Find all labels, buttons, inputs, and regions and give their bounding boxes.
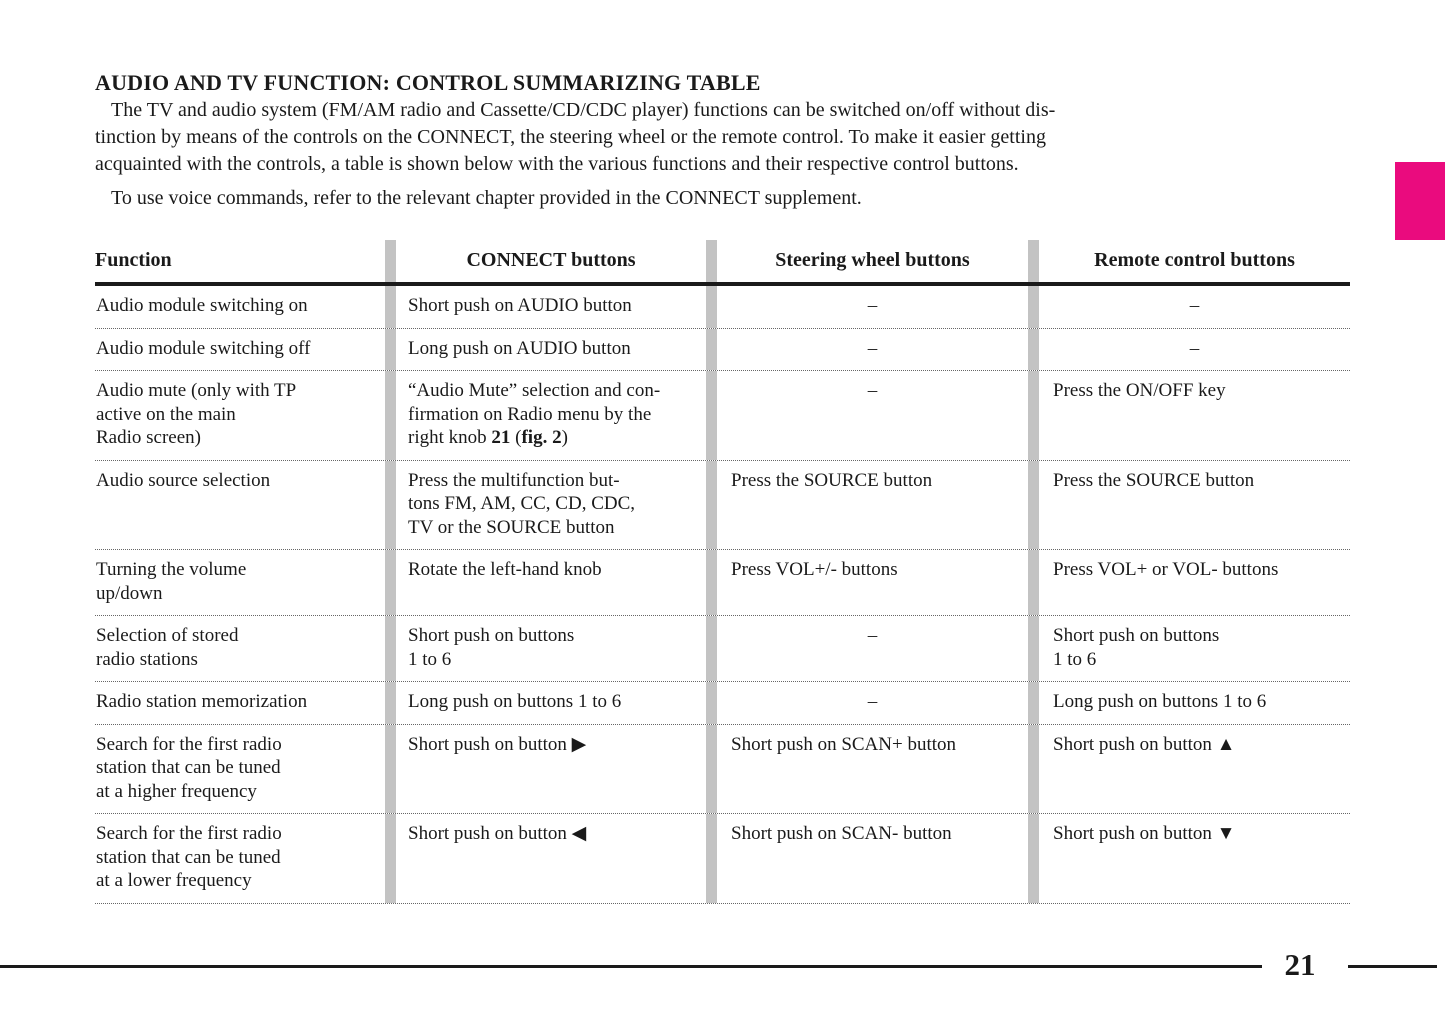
cell-connect: Short push on AUDIO button [408,295,632,316]
cell-remote: Press the ON/OFF key [1053,380,1226,401]
column-separator [706,616,717,681]
footer-rule-left [0,965,1262,968]
column-separator [1028,724,1039,813]
cell-remote: Long push on buttons 1 to 6 [1053,691,1267,712]
column-separator [1028,814,1039,903]
intro-paragraph-2: To use voice commands, refer to the rele… [111,187,862,209]
cell-steering: Press the SOURCE button [731,469,933,491]
column-separator [1028,371,1039,460]
column-separator [1028,550,1039,615]
cell-remote: Press the SOURCE button [1053,469,1255,491]
cell-steering: – [867,337,878,359]
header-connect-buttons: CONNECT buttons [466,249,636,271]
cell-function: Audio module switching off [96,337,311,359]
column-separator [385,328,396,370]
cell-function: Turning the volume up/down [96,559,247,604]
cell-text: ( [510,427,522,448]
cell-steering: Short push on SCAN- button [731,823,952,844]
cell-remote: Short push on button ▼ [1053,823,1236,844]
cell-function: Audio source selection [96,469,271,491]
page-number: 21 [1284,947,1316,982]
column-separator [706,724,717,813]
cell-steering: Short push on SCAN+ button [731,733,957,755]
table-row: Audio module switching off Long push on … [95,328,1350,371]
column-separator [385,371,396,460]
cell-steering: – [867,691,878,712]
column-separator [706,814,717,903]
page-title: AUDIO AND TV FUNCTION: CONTROL SUMMARIZI… [95,69,761,95]
cell-remote: Short push on button ▲ [1053,733,1236,755]
cell-function: Search for the first radio station that … [96,823,282,891]
column-separator [385,240,396,282]
table-row: Search for the first radio station that … [95,724,1350,814]
table-row: Search for the first radio station that … [95,814,1350,904]
cell-steering: – [867,295,878,316]
column-separator [706,682,717,724]
cell-connect: Rotate the left-hand knob [408,559,602,580]
column-separator [385,814,396,903]
table-row: Audio mute (only with TP active on the m… [95,371,1350,461]
column-separator [385,682,396,724]
column-separator [706,550,717,615]
column-separator [1028,240,1039,282]
column-separator [385,286,396,328]
cell-remote: – [1189,295,1200,316]
cell-connect: Press the multifunction but- tons FM, AM… [408,469,636,538]
intro-paragraph-1: The TV and audio system (FM/AM radio and… [95,99,1056,175]
column-separator [385,460,396,549]
column-separator [1028,682,1039,724]
footer-rule-right [1348,965,1437,968]
table-row: Audio source selection Press the multifu… [95,460,1350,550]
cell-text: ) [561,427,568,448]
cell-connect: Short push on buttons 1 to 6 [408,625,575,670]
cell-function: Audio mute (only with TP active on the m… [96,380,297,448]
cell-connect: Long push on AUDIO button [408,337,631,359]
control-summary-table: Function CONNECT buttons Steering wheel … [95,240,1350,904]
column-separator [1028,460,1039,549]
cell-function: Selection of stored radio stations [96,625,239,670]
column-separator [706,460,717,549]
cell-connect: Short push on button ◀ [408,823,587,844]
cell-steering: – [867,625,878,646]
cell-steering: – [867,380,878,401]
column-separator [385,616,396,681]
table-row: Turning the volume up/down Rotate the le… [95,550,1350,616]
column-separator [385,724,396,813]
column-separator [706,328,717,370]
table-row: Selection of stored radio stations Short… [95,616,1350,682]
cell-connect: Long push on buttons 1 to 6 [408,691,622,712]
column-separator [385,550,396,615]
header-remote-control-buttons: Remote control buttons [1094,249,1295,271]
cell-remote: – [1189,337,1200,359]
column-separator [706,240,717,282]
cell-connect: “Audio Mute” selection and con- firmatio… [396,371,706,460]
table-row: Radio station memorization Long push on … [95,682,1350,725]
cell-function: Audio module switching on [96,295,308,316]
cell-function: Radio station memorization [96,691,308,712]
table-row: Audio module switching on Short push on … [95,286,1350,329]
cell-text: “Audio Mute” selection and con- firmatio… [408,380,661,448]
cell-remote: Press VOL+ or VOL- buttons [1053,559,1279,580]
cell-remote: Short push on buttons 1 to 6 [1053,625,1220,670]
bold-figure-reference: fig. 2 [521,427,562,448]
header-function: Function [95,249,172,271]
column-separator [1028,286,1039,328]
column-separator [706,371,717,460]
cell-steering: Press VOL+/- buttons [731,559,898,580]
cell-function: Search for the first radio station that … [96,733,282,802]
column-separator [1028,328,1039,370]
intro-text: The TV and audio system (FM/AM radio and… [95,97,1355,219]
header-steering-wheel-buttons: Steering wheel buttons [775,249,970,271]
section-tab-marker [1395,162,1445,240]
column-separator [1028,616,1039,681]
bold-reference-number: 21 [491,427,511,448]
cell-connect: Short push on button ▶ [408,733,587,755]
table-header-row: Function CONNECT buttons Steering wheel … [95,240,1350,286]
column-separator [706,286,717,328]
